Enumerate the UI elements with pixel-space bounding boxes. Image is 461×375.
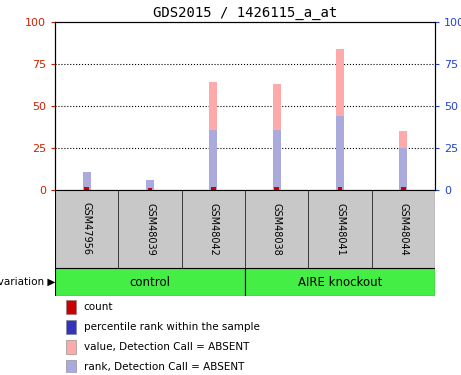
- Text: GSM48041: GSM48041: [335, 202, 345, 255]
- Bar: [211, 187, 216, 190]
- Bar: [399, 131, 408, 190]
- Bar: [84, 187, 89, 190]
- Bar: [336, 116, 344, 190]
- Bar: [209, 129, 218, 190]
- Text: GSM48039: GSM48039: [145, 202, 155, 255]
- Bar: [336, 49, 344, 190]
- Bar: [83, 173, 91, 190]
- Text: control: control: [130, 276, 171, 288]
- Text: rank, Detection Call = ABSENT: rank, Detection Call = ABSENT: [83, 362, 244, 372]
- Bar: [209, 82, 218, 190]
- Text: count: count: [83, 302, 113, 312]
- Bar: [146, 180, 154, 190]
- Bar: [272, 84, 281, 190]
- Title: GDS2015 / 1426115_a_at: GDS2015 / 1426115_a_at: [153, 6, 337, 20]
- Bar: [245, 268, 435, 296]
- Bar: [272, 129, 281, 190]
- Text: GSM48038: GSM48038: [272, 202, 282, 255]
- Text: AIRE knockout: AIRE knockout: [298, 276, 382, 288]
- Text: percentile rank within the sample: percentile rank within the sample: [83, 322, 260, 332]
- Bar: [338, 187, 342, 190]
- Text: genotype/variation ▶: genotype/variation ▶: [0, 277, 55, 287]
- Text: GSM48042: GSM48042: [208, 202, 219, 255]
- Bar: [55, 268, 245, 296]
- Text: GSM48044: GSM48044: [398, 202, 408, 255]
- Bar: [146, 180, 154, 190]
- Bar: [66, 300, 76, 314]
- Text: GSM47956: GSM47956: [82, 202, 92, 255]
- Bar: [83, 171, 91, 190]
- Bar: [274, 187, 279, 190]
- Bar: [66, 320, 76, 334]
- Text: value, Detection Call = ABSENT: value, Detection Call = ABSENT: [83, 342, 249, 352]
- Bar: [399, 148, 408, 190]
- Bar: [401, 187, 406, 190]
- Bar: [66, 340, 76, 354]
- Bar: [66, 360, 76, 374]
- Bar: [148, 188, 152, 190]
